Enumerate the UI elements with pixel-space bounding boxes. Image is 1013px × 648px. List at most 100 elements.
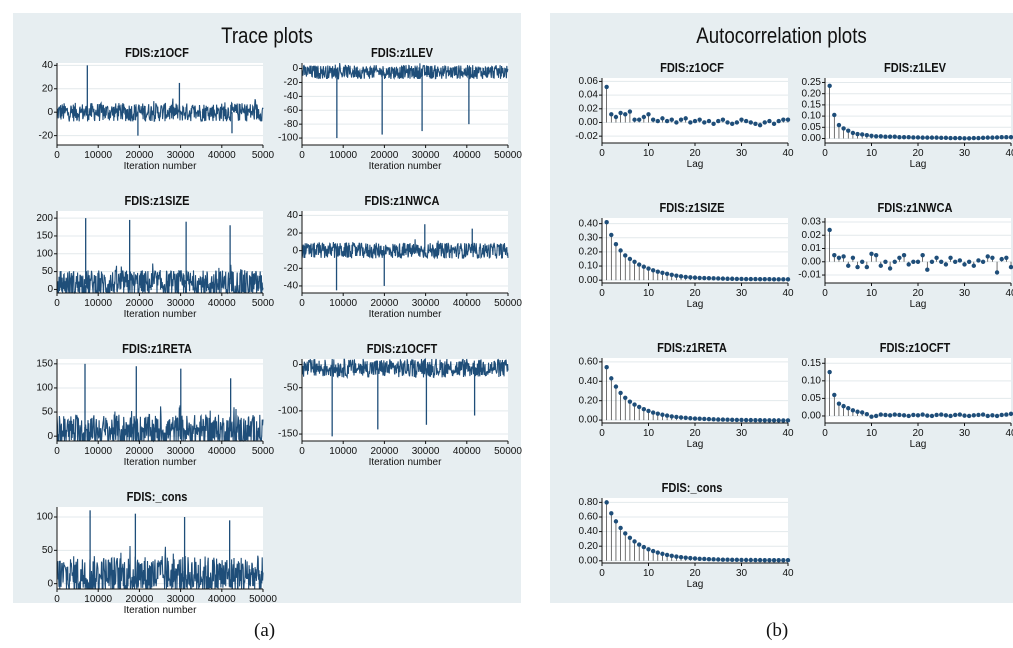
acf-point [711, 417, 716, 422]
acf-point [637, 404, 642, 410]
x-axis-label: Iteration number [124, 605, 197, 616]
chart-svg: 0.00 0.20 0.40 0.60 0.80 0 10 20 30 40 Lag [579, 497, 794, 590]
acf-point [669, 414, 674, 419]
acf-point [957, 412, 963, 417]
acf-point [953, 412, 958, 418]
acf-point [688, 120, 693, 125]
x-tick-label: 20000 [370, 298, 398, 309]
acf-point [655, 269, 660, 274]
chart-title: FDIS:z1OCF [125, 45, 189, 60]
acf-point [646, 266, 651, 271]
acf-point [748, 120, 753, 125]
plot-area [602, 218, 788, 283]
acf-point [781, 418, 786, 423]
acf-point [767, 557, 772, 563]
y-tick-label: 0.00 [802, 256, 822, 267]
chart-svg: -0.02 0.00 0.02 0.04 0.06 0 10 20 30 40 Lag [575, 76, 794, 170]
acf-point [660, 412, 665, 417]
acf-point [776, 118, 781, 124]
acf-point [1004, 255, 1009, 260]
acf-point [702, 416, 707, 422]
acf-point [762, 418, 767, 423]
y-tick-label: 50 [42, 266, 54, 277]
acf-point [757, 557, 763, 563]
chart-title: FDIS:z1LEV [370, 45, 434, 60]
acf-point [771, 277, 777, 282]
acf-point [948, 135, 953, 141]
acf-point [604, 500, 609, 505]
acf-point [618, 110, 623, 116]
acf-chart-5: FDIS:z1OCFT 0.00 0.05 0.10 0.15 0 10 20 30 40 Lag [802, 340, 1013, 455]
acf-point [925, 135, 930, 140]
acf-point [873, 252, 879, 258]
acf-point [623, 112, 628, 117]
acf-point [739, 117, 744, 122]
autocorrelation-plots-title: Autocorrelation plots [696, 23, 867, 48]
y-tick-label: 20 [287, 228, 299, 239]
acf-point [683, 555, 688, 560]
acf-point [966, 259, 972, 264]
x-tick-label: 10000 [84, 298, 112, 309]
y-tick-label: 0 [47, 578, 53, 589]
acf-point [669, 553, 674, 559]
acf-point [618, 390, 623, 396]
x-axis-label: Lag [687, 159, 704, 170]
acf-point [725, 417, 730, 422]
acf-point [1008, 134, 1013, 140]
acf-point [734, 276, 740, 282]
y-tick-label: 0.10 [802, 111, 822, 122]
x-tick-label: 20000 [125, 298, 153, 309]
acf-point [934, 255, 939, 260]
acf-point [609, 376, 614, 381]
acf-point [716, 118, 721, 124]
x-tick-label: 20000 [125, 594, 153, 605]
acf-point [757, 123, 763, 128]
acf-point [962, 413, 967, 418]
acf-point [883, 259, 888, 264]
x-tick-label: 40000 [208, 298, 236, 309]
acf-point [637, 542, 642, 547]
acf-chart-1: FDIS:z1LEV 0.00 0.05 0.10 0.15 0.20 0.25 0 10 20 3… [802, 60, 1013, 175]
acf-point [664, 271, 670, 277]
acf-point [725, 120, 730, 125]
acf-point [878, 134, 883, 139]
x-tick-label: 20 [912, 148, 924, 159]
acf-point [730, 417, 735, 422]
y-tick-label: 0 [292, 245, 298, 256]
x-tick-label: 0 [822, 148, 828, 159]
y-tick-label: 0.40 [579, 218, 599, 229]
y-tick-label: 0.20 [802, 88, 822, 99]
trace-series-line [56, 98, 264, 123]
x-axis-label: Iteration number [124, 161, 197, 172]
acf-point [627, 256, 633, 262]
x-tick-label: 50000 [249, 594, 277, 605]
y-tick-label: 0.10 [802, 375, 822, 386]
acf-point [999, 134, 1004, 140]
acf-point [627, 109, 633, 114]
acf-point [711, 276, 716, 281]
y-tick-label: 0.01 [802, 243, 822, 254]
acf-point [976, 258, 981, 263]
trace-series-line [56, 263, 264, 295]
acf-point [613, 114, 619, 120]
acf-point [832, 252, 837, 258]
y-tick-label: -80 [284, 119, 299, 130]
acf-point [678, 274, 684, 279]
acf-point [632, 539, 637, 544]
acf-point [832, 112, 837, 118]
y-tick-label: 200 [36, 213, 53, 224]
y-tick-label: 0.05 [802, 393, 822, 404]
acf-point [655, 550, 660, 555]
chart-title: FDIS:z1OCFT [366, 341, 438, 356]
x-tick-label: 10 [866, 288, 878, 299]
acf-point [897, 412, 902, 418]
acf-point [734, 417, 740, 423]
y-tick-label: 0.40 [579, 376, 599, 387]
acf-point [953, 135, 958, 141]
acf-point [753, 417, 758, 423]
acf-point [915, 135, 921, 140]
acf-point [873, 134, 879, 139]
acf-point [753, 121, 758, 127]
acf-point [762, 557, 767, 563]
acf-point [994, 270, 1000, 275]
